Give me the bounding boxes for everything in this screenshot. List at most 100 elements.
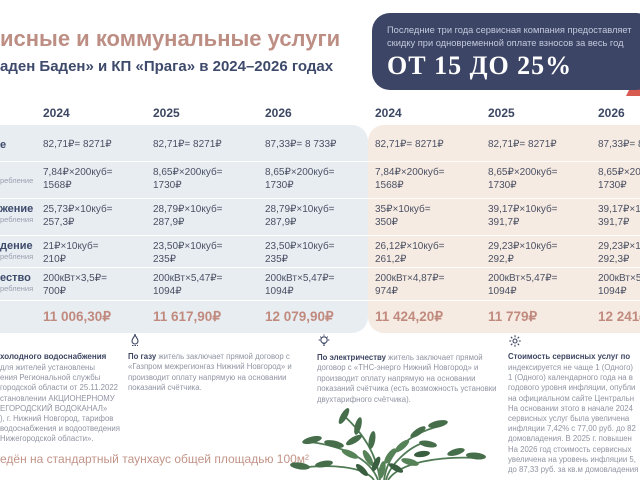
- table-cell: 26,12₽×10куб= 261,2₽: [375, 241, 445, 265]
- footnote-line: сервисных услуг была увеличена: [508, 414, 630, 424]
- row-label: дение: [0, 240, 33, 252]
- table-row-drainage: 26,12₽×10куб= 261,2₽ 29,23₽×10куб= 292,₽…: [368, 235, 640, 267]
- footnote-service-cost: Стоимость сервисных услуг по индексирует…: [508, 352, 640, 475]
- table-cell: 39,17₽×10куб= 391,7₽: [598, 204, 640, 228]
- footnote-text: По газу житель заключает прямой договор …: [128, 352, 292, 393]
- footnote-line: для жителей установлены: [0, 363, 95, 372]
- table-cell: 82,71₽= 8271₽: [153, 139, 222, 150]
- table-row-water-supply: 35₽×10куб= 350₽ 39,17₽×10куб= 391,7₽ 39,…: [368, 198, 640, 235]
- banner-text-line2: скидку при одновременной оплате взносов …: [387, 37, 624, 48]
- footnote-bold: По электричеству: [317, 353, 386, 362]
- footnote-line: до 87,33 руб. за кв.м домовладения: [508, 465, 639, 475]
- row-label: жение: [0, 203, 34, 215]
- table-cell: 7,84₽×200куб= 1568₽: [43, 167, 113, 191]
- total-value: 11 617,90₽: [153, 309, 221, 324]
- bottom-note: едён на стандартный таунхаус общей площа…: [0, 452, 310, 466]
- table-row-electricity: ество ребления 200кВт×3,5₽= 700₽ 200кВт×…: [0, 267, 368, 300]
- table-cell: 23,50₽×10куб= 235₽: [153, 241, 223, 265]
- gas-flame-icon: [131, 333, 139, 346]
- row-sublabel: ребления: [0, 252, 34, 261]
- total-value: 11 779₽: [488, 309, 538, 324]
- banner-text-line1: Последние три года сервисная компания пр…: [387, 25, 632, 35]
- footnote-line: увеличена на уровень инфляции 5,: [508, 454, 636, 464]
- footnote-line: На основании этого в начале 2024: [508, 403, 633, 413]
- table-cell: 8,65₽×200куб= 1730₽: [153, 167, 223, 191]
- footnote-electricity: По электричеству житель заключает прямой…: [317, 353, 507, 405]
- gear-icon: [509, 335, 521, 347]
- table-cell: 200кВт×4,87₽= 974₽: [375, 273, 445, 297]
- footnote-line: инфляции 7,42% с 77,00 руб. до 82: [508, 424, 636, 434]
- table-cell: 23,50₽×10куб= 235₽: [265, 241, 335, 265]
- year-header-right-2024: 2024: [375, 106, 402, 120]
- table-row-water-supply: жение ребления 25,73₽×10куб= 257,3₽ 28,7…: [0, 198, 368, 235]
- footnote-line: годового уровня инфляции, опубли: [508, 383, 636, 393]
- row-label: е: [0, 139, 7, 151]
- year-header-left-2026: 2026: [265, 106, 292, 120]
- table-cell: 82,71₽= 8271₽: [488, 139, 557, 150]
- table-cell: 8,65₽×200куб= 1730₽: [598, 167, 640, 191]
- total-value: 12 079,90₽: [265, 309, 334, 324]
- row-sublabel: ребление: [0, 176, 34, 185]
- row-sublabel: ребления: [0, 215, 34, 224]
- footnote-heading: холодного водоснабжения: [0, 352, 107, 361]
- footnote-line: ения Региональной службы: [0, 373, 101, 383]
- row-sublabel: ребления: [0, 284, 34, 293]
- banner-discount-value: ОТ 15 ДО 25%: [387, 51, 573, 80]
- services-table-right: 82,71₽= 8271₽ 82,71₽= 8271₽ 87,33₽= 8 73…: [368, 125, 640, 333]
- table-cell: 29,23₽×10куб= 292,₽: [488, 241, 558, 265]
- footnote-bold: По газу: [128, 352, 157, 361]
- footnote-line: на официальном сайте Центральн: [508, 393, 634, 403]
- table-cell: 29,23₽×10куб= 292,3₽: [598, 241, 640, 265]
- footnote-line: Нижегородской области».: [0, 434, 94, 444]
- footnote-line: индексируется не чаще 1 (Одного): [508, 363, 634, 372]
- table-row-electricity: 200кВт×4,87₽= 974₽ 200кВт×5,47₽= 1094₽ 2…: [368, 267, 640, 300]
- footnote-gas: По газу житель заключает прямой договор …: [128, 352, 302, 394]
- table-cell: 87,33₽= 8 733₽: [598, 139, 640, 150]
- table-cell: 8,65₽×200куб= 1730₽: [488, 167, 558, 191]
- year-header-left-2025: 2025: [153, 106, 180, 120]
- footnote-heading: Стоимость сервисных услуг по: [508, 352, 631, 361]
- table-row-totals: 11 006,30₽ 11 617,90₽ 12 079,90₽: [0, 300, 368, 333]
- footnote-line: На 2026 год стоимость сервисных: [508, 444, 632, 454]
- table-cell: 87,33₽= 8 733₽: [265, 139, 337, 150]
- lightbulb-icon: [318, 334, 330, 346]
- year-header-left-2024: 2024: [43, 106, 70, 120]
- footnote-line: городской области от 25.11.2022: [0, 383, 118, 393]
- footnote-line: водоснабжения и водоотведения: [0, 424, 120, 434]
- table-cell: 200кВт×5,47₽= 1094₽: [598, 273, 640, 297]
- table-cell: 7,84₽×200куб= 1568₽: [375, 167, 445, 191]
- table-cell: 28,79₽×10куб= 287,9₽: [153, 204, 223, 228]
- table-row-gas: 7,84₽×200куб= 1568₽ 8,65₽×200куб= 1730₽ …: [368, 161, 640, 198]
- year-header-right-2026: 2026: [598, 106, 625, 120]
- total-value: 11 424,20₽: [375, 309, 443, 324]
- table-cell: 200кВт×5,47₽= 1094₽: [153, 273, 223, 297]
- footnote-line: 1 (Одного) календарного года на в: [508, 373, 633, 383]
- table-cell: 35₽×10куб= 350₽: [375, 204, 431, 228]
- table-row-totals: 11 424,20₽ 11 779₽ 12 241₽: [368, 300, 640, 333]
- total-value: 12 241₽: [598, 309, 640, 324]
- table-cell: 200кВт×5,47₽= 1094₽: [265, 273, 335, 297]
- table-cell: 39,17₽×10куб= 391,7₽: [488, 204, 558, 228]
- table-row-gas: ребление 7,84₽×200куб= 1568₽ 8,65₽×200ку…: [0, 161, 368, 198]
- footnote-line: ЕГОРОДСКИЙ ВОДОКАНАЛ»: [0, 403, 108, 413]
- table-cell: 82,71₽= 8271₽: [43, 139, 112, 150]
- footnote-water: холодного водоснабжения для жителей уста…: [0, 352, 138, 445]
- table-row-maintenance: е 82,71₽= 8271₽ 82,71₽= 8271₽ 87,33₽= 8 …: [0, 131, 368, 161]
- table-cell: 200кВт×3,5₽= 700₽: [43, 273, 107, 297]
- table-cell: 82,71₽= 8271₽: [375, 139, 444, 150]
- table-cell: 28,79₽×10куб= 287,9₽: [265, 204, 335, 228]
- year-header-right-2025: 2025: [488, 106, 515, 120]
- table-cell: 8,65₽×200куб= 1730₽: [265, 167, 335, 191]
- plant-image: [290, 408, 486, 480]
- footnote-line: ), г. Нижний Новгород, тарифов: [0, 414, 114, 424]
- footnote-line: становлении АКЦИОНЕРНОМУ: [0, 393, 115, 403]
- table-row-drainage: дение ребления 21₽×10куб= 210₽ 23,50₽×10…: [0, 235, 368, 267]
- table-cell: 21₽×10куб= 210₽: [43, 241, 99, 265]
- services-table-left: е 82,71₽= 8271₽ 82,71₽= 8271₽ 87,33₽= 8 …: [0, 125, 368, 333]
- table-row-maintenance: 82,71₽= 8271₽ 82,71₽= 8271₽ 87,33₽= 8 73…: [368, 131, 640, 161]
- footnote-text: По электричеству житель заключает прямой…: [317, 353, 497, 404]
- footnote-line: домовладения. В 2025 г. повышен: [508, 434, 632, 444]
- row-label: ество: [0, 272, 31, 284]
- table-cell: 200кВт×5,47₽= 1094₽: [488, 273, 558, 297]
